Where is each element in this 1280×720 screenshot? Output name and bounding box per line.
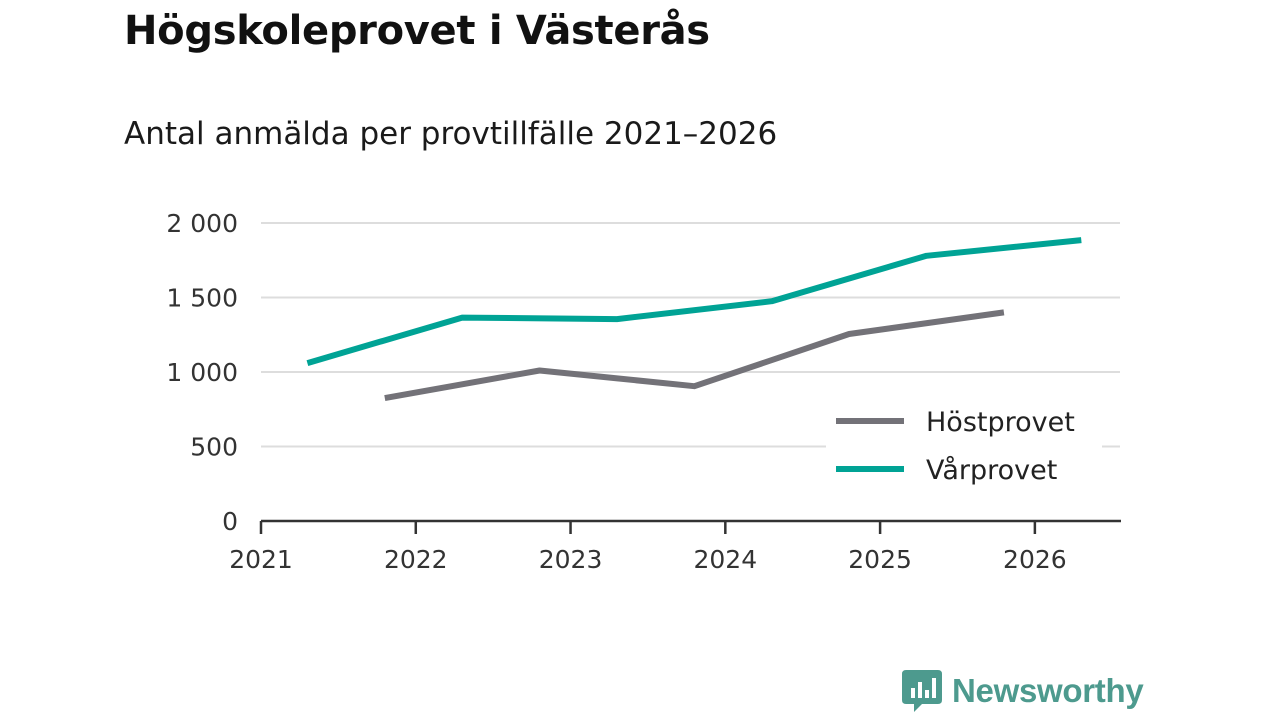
x-tick-label-2022: 2022 xyxy=(384,545,448,574)
x-tick-label-2026: 2026 xyxy=(1003,545,1067,574)
legend: Höstprovet Vårprovet xyxy=(826,398,1102,496)
brand-name: Newsworthy xyxy=(952,672,1144,709)
bar-chart-bubble-icon xyxy=(902,670,942,712)
y-tick-label-500: 500 xyxy=(190,433,238,462)
y-tick-label-0: 0 xyxy=(222,507,238,536)
legend-box xyxy=(826,398,1102,496)
x-tick-label-2023: 2023 xyxy=(539,545,603,574)
x-axis-ticks: 2021 2022 2023 2024 2025 2026 xyxy=(229,521,1067,574)
chart-title: Högskoleprovet i Västerås xyxy=(124,8,710,54)
x-tick-label-2024: 2024 xyxy=(694,545,758,574)
series-line-varprovet xyxy=(306,237,1082,366)
series-lines xyxy=(306,237,1082,402)
y-tick-label-1000: 1 000 xyxy=(166,358,238,387)
newsworthy-logo: Newsworthy xyxy=(902,670,1144,712)
series-line-hostprovet xyxy=(384,309,1005,402)
x-tick-label-2025: 2025 xyxy=(848,545,912,574)
chart-subtitle: Antal anmälda per provtillfälle 2021–202… xyxy=(124,116,778,152)
x-tick-label-2021: 2021 xyxy=(229,545,293,574)
y-tick-label-2000: 2 000 xyxy=(166,209,238,238)
y-axis-ticks: 0 500 1 000 1 500 2 000 xyxy=(166,209,238,536)
legend-label-varprovet: Vårprovet xyxy=(926,455,1057,486)
y-tick-label-1500: 1 500 xyxy=(166,284,238,313)
legend-label-hostprovet: Höstprovet xyxy=(926,407,1075,438)
